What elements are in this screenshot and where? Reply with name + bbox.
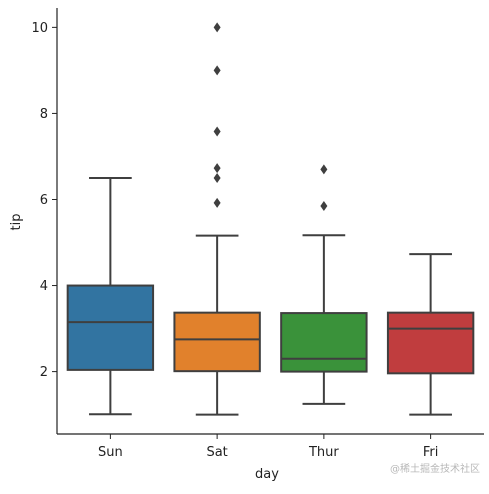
box-group-fri: [386, 253, 475, 416]
iqr-box: [386, 311, 475, 375]
y-tick-label: 6: [40, 193, 48, 208]
x-tick-label: Thur: [308, 445, 339, 460]
axes-layer: 2 4 6 8 10 Sun Sat Thur Fri: [31, 8, 484, 460]
outlier-point: [213, 172, 221, 183]
outlier-point: [320, 164, 328, 175]
box-group-sun: [66, 176, 155, 416]
outlier-point: [320, 200, 328, 211]
y-tick-label: 2: [40, 365, 48, 380]
x-tick-label: Sat: [206, 445, 227, 460]
outlier-point: [213, 163, 221, 174]
y-tick-label: 4: [40, 279, 48, 294]
outlier-point: [213, 197, 221, 208]
y-axis-label: tip: [9, 214, 24, 231]
iqr-box: [280, 312, 368, 373]
x-tick-label: Fri: [423, 445, 439, 460]
iqr-box: [66, 284, 155, 371]
box-group-sat: [173, 22, 261, 416]
outlier-point: [213, 126, 221, 137]
outlier-point: [213, 65, 221, 76]
x-tick-label: Sun: [98, 445, 123, 460]
watermark-text: @稀土掘金技术社区: [390, 462, 480, 475]
y-tick-label: 10: [31, 21, 48, 36]
box-group-thur: [280, 164, 368, 405]
outlier-point: [213, 22, 221, 33]
x-axis-label: day: [255, 467, 279, 482]
iqr-box: [173, 311, 261, 373]
boxes-layer: [66, 22, 475, 416]
y-tick-label: 8: [40, 107, 48, 122]
